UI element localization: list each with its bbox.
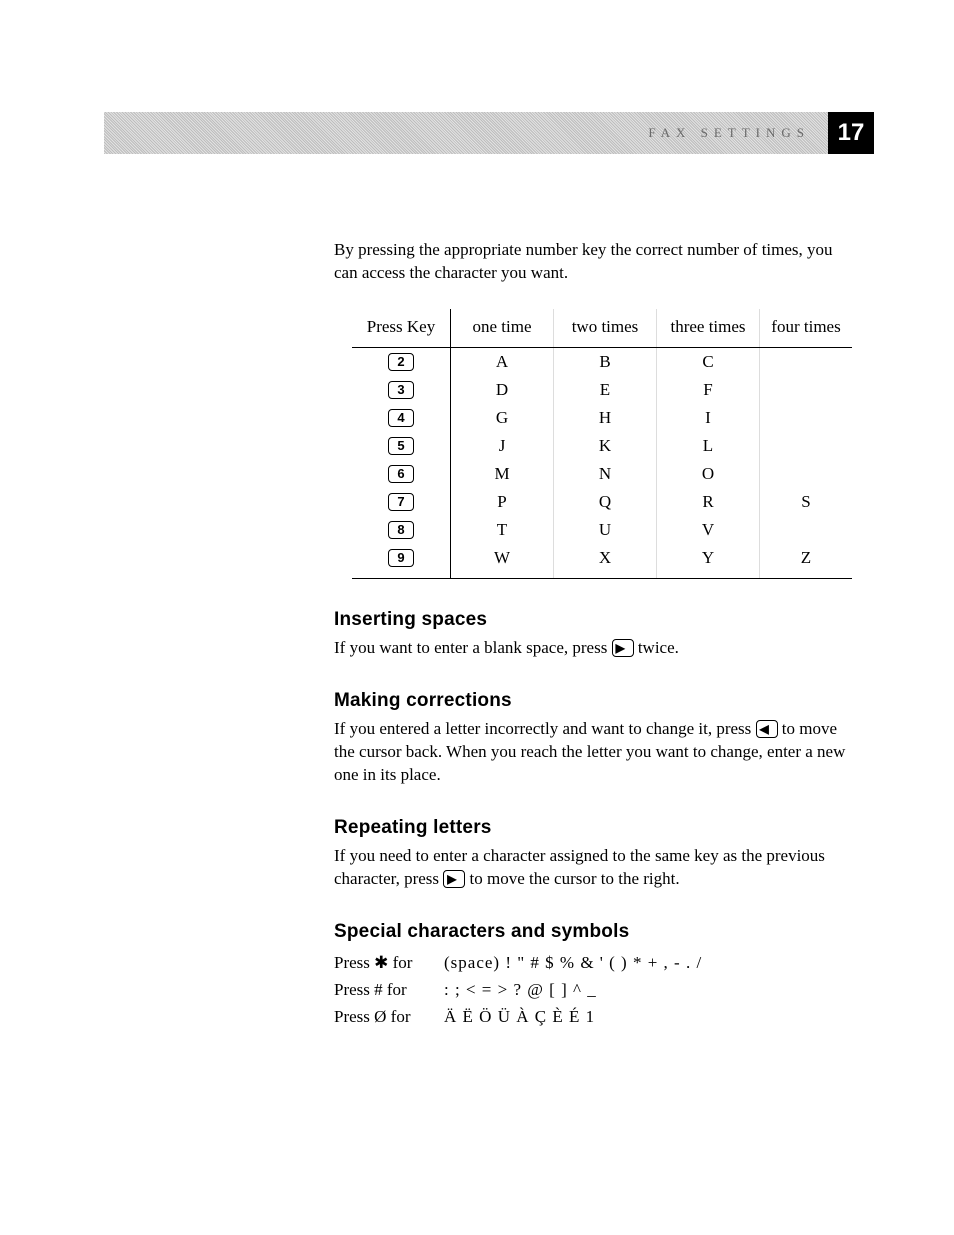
col-press-key: Press Key	[352, 309, 451, 348]
special-chars: Ä Ë Ö Ü À Ç È É 1	[444, 1003, 854, 1030]
cell: N	[554, 460, 657, 488]
inserting-spaces-text: If you want to enter a blank space, pres…	[334, 637, 854, 660]
cell: M	[451, 460, 554, 488]
cell: L	[657, 432, 760, 460]
special-label: Press # for	[334, 976, 444, 1003]
text-before: If you want to enter a blank space, pres…	[334, 638, 612, 657]
page: FAX SETTINGS 17 By pressing the appropri…	[0, 0, 954, 1235]
table-row: 5 J K L	[352, 432, 852, 460]
table-row: 6 M N O	[352, 460, 852, 488]
cell: Z	[760, 544, 853, 579]
inserting-spaces-heading: Inserting spaces	[334, 609, 854, 631]
cell: W	[451, 544, 554, 579]
table-row: 8 T U V	[352, 516, 852, 544]
text-before: If you entered a letter incorrectly and …	[334, 719, 756, 738]
header-texture: FAX SETTINGS	[104, 112, 828, 154]
cell: F	[657, 376, 760, 404]
cell: J	[451, 432, 554, 460]
keycap-icon: 5	[388, 437, 414, 455]
making-corrections-heading: Making corrections	[334, 690, 854, 712]
left-arrow-key-icon: ◀	[756, 720, 778, 738]
table-row: 3 D E F	[352, 376, 852, 404]
character-table: Press Key one time two times three times…	[352, 309, 852, 579]
table-row: 9 W X Y Z	[352, 544, 852, 579]
col-three-times: three times	[657, 309, 760, 348]
intro-text: By pressing the appropriate number key t…	[334, 239, 854, 285]
repeating-letters-text: If you need to enter a character assigne…	[334, 845, 854, 891]
cell: E	[554, 376, 657, 404]
col-four-times: four times	[760, 309, 853, 348]
cell	[760, 347, 853, 376]
right-arrow-key-icon: ▶	[443, 870, 465, 888]
table-row: 7 P Q R S	[352, 488, 852, 516]
keycap-icon: 8	[388, 521, 414, 539]
cell	[760, 516, 853, 544]
special-characters-heading: Special characters and symbols	[334, 921, 854, 943]
table-row: 4 G H I	[352, 404, 852, 432]
page-number-box: 17	[828, 112, 874, 154]
page-number: 17	[838, 119, 865, 147]
col-two-times: two times	[554, 309, 657, 348]
cell: Q	[554, 488, 657, 516]
keycap-icon: 9	[388, 549, 414, 567]
header-band: FAX SETTINGS 17	[104, 112, 874, 154]
cell: R	[657, 488, 760, 516]
repeating-letters-heading: Repeating letters	[334, 817, 854, 839]
table-body: 2 A B C 3 D E F 4 G H I	[352, 347, 852, 578]
special-row: Press ✱ for (space) ! " # $ % & ' ( ) * …	[334, 949, 854, 976]
cell: H	[554, 404, 657, 432]
keycap-icon: 7	[388, 493, 414, 511]
cell: P	[451, 488, 554, 516]
cell: D	[451, 376, 554, 404]
keycap-icon: 6	[388, 465, 414, 483]
making-corrections-text: If you entered a letter incorrectly and …	[334, 718, 854, 787]
table-row: 2 A B C	[352, 347, 852, 376]
special-chars: (space) ! " # $ % & ' ( ) * + , - . /	[444, 949, 854, 976]
cell: O	[657, 460, 760, 488]
right-arrow-key-icon: ▶	[612, 639, 634, 657]
cell: G	[451, 404, 554, 432]
cell: T	[451, 516, 554, 544]
cell	[760, 432, 853, 460]
cell: U	[554, 516, 657, 544]
special-chars: : ; < = > ? @ [ ] ^ _	[444, 976, 854, 1003]
keycap-icon: 4	[388, 409, 414, 427]
cell	[760, 460, 853, 488]
cell	[760, 376, 853, 404]
cell: C	[657, 347, 760, 376]
special-label: Press Ø for	[334, 1003, 444, 1030]
special-label: Press ✱ for	[334, 949, 444, 976]
special-row: Press # for : ; < = > ? @ [ ] ^ _	[334, 976, 854, 1003]
content-column: By pressing the appropriate number key t…	[334, 222, 854, 1030]
cell: I	[657, 404, 760, 432]
keycap-icon: 3	[388, 381, 414, 399]
keycap-icon: 2	[388, 353, 414, 371]
col-one-time: one time	[451, 309, 554, 348]
cell: A	[451, 347, 554, 376]
special-row: Press Ø for Ä Ë Ö Ü À Ç È É 1	[334, 1003, 854, 1030]
cell: S	[760, 488, 853, 516]
cell: V	[657, 516, 760, 544]
cell: B	[554, 347, 657, 376]
cell: X	[554, 544, 657, 579]
cell: Y	[657, 544, 760, 579]
text-after: twice.	[634, 638, 679, 657]
special-characters-list: Press ✱ for (space) ! " # $ % & ' ( ) * …	[334, 949, 854, 1031]
cell: K	[554, 432, 657, 460]
table-header-row: Press Key one time two times three times…	[352, 309, 852, 348]
section-title: FAX SETTINGS	[648, 125, 810, 141]
cell	[760, 404, 853, 432]
text-after: to move the cursor to the right.	[465, 869, 679, 888]
